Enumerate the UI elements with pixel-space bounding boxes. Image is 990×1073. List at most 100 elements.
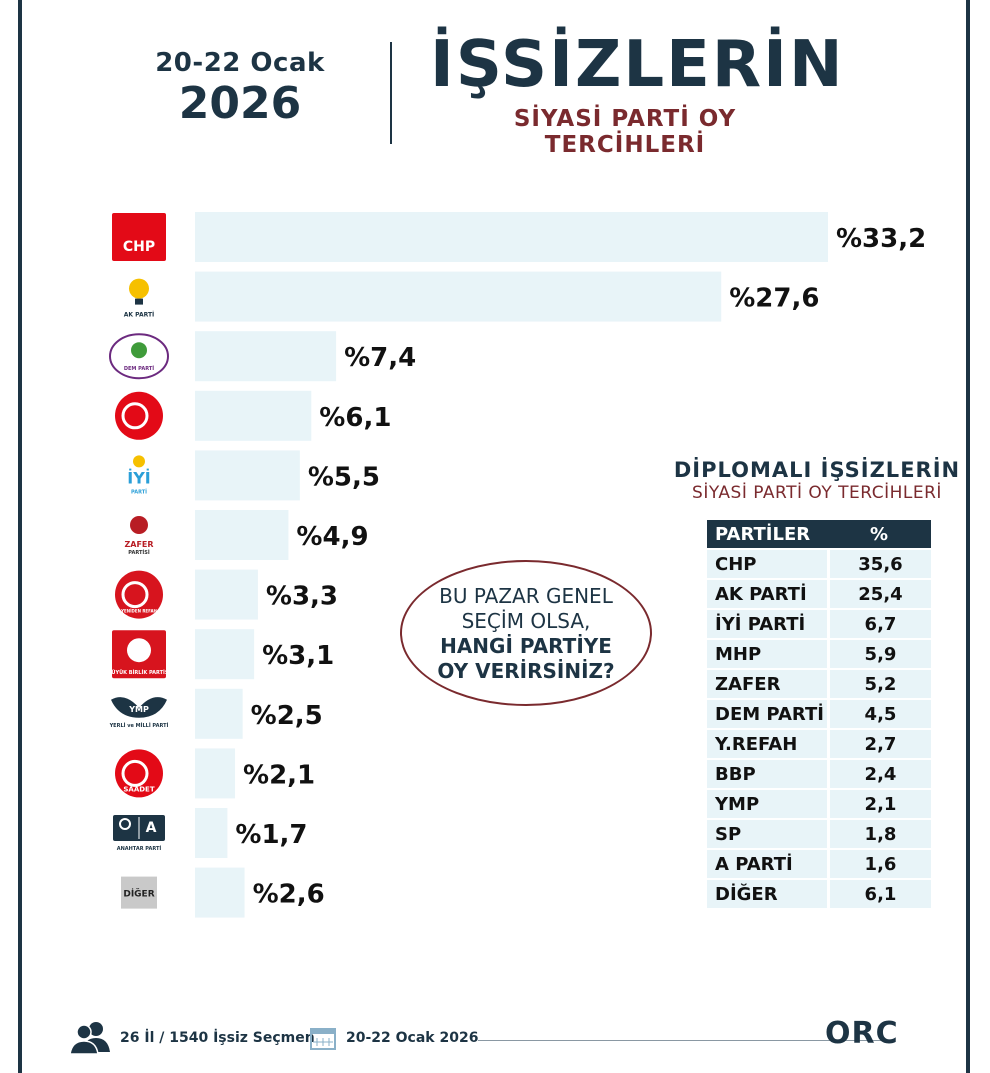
header-date-range: 20-22 Ocak [155, 48, 325, 78]
bar-value-label: %4,9 [296, 522, 368, 552]
table-row: ZAFER 5,2 [707, 670, 931, 698]
footer-sample: 26 İl / 1540 İşsiz Seçmen [120, 1030, 315, 1046]
svg-text:ZAFER: ZAFER [124, 540, 153, 549]
footer-line [478, 1040, 888, 1041]
svg-text:DEM PARTİ: DEM PARTİ [124, 365, 154, 372]
table-cell-value: 5,9 [827, 640, 931, 668]
bar-5 [195, 510, 289, 560]
table-cell-party: A PARTİ [707, 850, 827, 878]
svg-text:İYİ: İYİ [127, 468, 151, 487]
svg-text:PARTİSİ: PARTİSİ [128, 549, 150, 556]
header-date: 20-22 Ocak 2026 [150, 48, 330, 130]
party-logo [115, 391, 163, 440]
callout-line-4: OY VERİRSİNİZ? [437, 659, 615, 683]
party-logo: YMP YERLİ ve MİLLİ PARTİ [109, 697, 169, 729]
svg-text:YERLİ ve MİLLİ PARTİ: YERLİ ve MİLLİ PARTİ [109, 722, 169, 729]
table-cell-party: CHP [707, 550, 827, 578]
side-title-main: DİPLOMALI İŞSİZLERİN [673, 458, 961, 482]
svg-text:YENİDEN REFAH: YENİDEN REFAH [120, 609, 157, 614]
table-cell-value: 1,6 [827, 850, 931, 878]
table-cell-value: 35,6 [827, 550, 931, 578]
svg-text:AK PARTİ: AK PARTİ [124, 312, 155, 319]
table-cell-value: 2,7 [827, 730, 931, 758]
table-cell-party: SP [707, 820, 827, 848]
table-row: CHP 35,6 [707, 550, 931, 578]
graduates-table: PARTİLER % CHP 35,6 AK PARTİ 25,4 İYİ PARTİ 6… [707, 518, 931, 910]
side-title-sub: SİYASİ PARTİ OY TERCİHLERİ [692, 483, 942, 503]
people-icon [70, 1022, 110, 1054]
bar-value-label: %27,6 [729, 284, 819, 314]
table-cell-party: ZAFER [707, 670, 827, 698]
svg-text:DİĞER: DİĞER [123, 888, 154, 900]
table-cell-party: YMP [707, 790, 827, 818]
bar-2 [195, 331, 337, 382]
bar-value-label: %1,7 [235, 820, 307, 850]
table-cell-value: 6,1 [827, 880, 931, 908]
svg-text:BÜYÜK BİRLİK PARTİSİ: BÜYÜK BİRLİK PARTİSİ [108, 669, 171, 676]
table-cell-value: 4,5 [827, 700, 931, 728]
bar-value-label: %2,6 [253, 880, 325, 910]
table-row: YMP 2,1 [707, 790, 931, 818]
bar-1 [195, 271, 722, 322]
table-cell-party: Y.REFAH [707, 730, 827, 758]
side-table-title: DİPLOMALI İŞSİZLERİN SİYASİ PARTİ OY TER… [672, 458, 962, 503]
header-year: 2026 [178, 78, 302, 129]
table-row: Y.REFAH 2,7 [707, 730, 931, 758]
calendar-icon [310, 1028, 336, 1050]
frame-right-border [966, 0, 970, 1073]
table-row: İYİ PARTİ 6,7 [707, 610, 931, 638]
party-logo: A ANAHTAR PARTİ [113, 815, 165, 852]
callout-line-3: HANGİ PARTİYE [440, 634, 612, 658]
bar-10 [195, 808, 228, 858]
question-callout: BU PAZAR GENEL SEÇİM OLSA, HANGİ PARTİYE… [400, 560, 652, 706]
table-cell-party: DİĞER [707, 880, 827, 908]
bar-value-label: %6,1 [319, 403, 391, 433]
table-cell-value: 2,1 [827, 790, 931, 818]
page-subtitle: SİYASİ PARTİ OY TERCİHLERİ [513, 106, 737, 158]
table-cell-party: MHP [707, 640, 827, 668]
table-row: DEM PARTİ 4,5 [707, 700, 931, 728]
party-logo: BÜYÜK BİRLİK PARTİSİ [108, 630, 171, 679]
callout-line-2: SEÇİM OLSA, [461, 609, 591, 633]
table-cell-party: İYİ PARTİ [707, 610, 827, 638]
party-logo: DİĞER [121, 876, 157, 909]
bar-9 [195, 748, 236, 799]
bar-3 [195, 390, 312, 441]
table-row: BBP 2,4 [707, 760, 931, 788]
table-cell-party: DEM PARTİ [707, 700, 827, 728]
table-cell-party: BBP [707, 760, 827, 788]
header-title-block: İŞSİZLERİN SİYASİ PARTİ OY TERCİHLERİ [430, 24, 843, 158]
bar-4 [195, 450, 300, 501]
svg-text:PARTİ: PARTİ [131, 488, 147, 495]
bar-value-label: %7,4 [344, 343, 416, 373]
svg-text:CHP: CHP [123, 239, 155, 255]
table-row: MHP 5,9 [707, 640, 931, 668]
svg-text:SAADET: SAADET [123, 785, 154, 793]
table-cell-value: 25,4 [827, 580, 931, 608]
bar-value-label: %33,2 [836, 224, 926, 254]
table-cell-value: 5,2 [827, 670, 931, 698]
table-row: SP 1,8 [707, 820, 931, 848]
table-row: DİĞER 6,1 [707, 880, 931, 908]
bar-11 [195, 867, 245, 918]
orc-logo: ORC [825, 1016, 899, 1051]
party-logo: YENİDEN REFAH [115, 570, 163, 619]
bar-value-label: %2,5 [251, 701, 323, 731]
table-header-party: PARTİLER [707, 520, 827, 548]
table-row: AK PARTİ 25,4 [707, 580, 931, 608]
table-row: A PARTİ 1,6 [707, 850, 931, 878]
table-cell-value: 6,7 [827, 610, 931, 638]
svg-text:A: A [146, 820, 157, 836]
callout-line-1: BU PAZAR GENEL [439, 584, 613, 608]
bar-7 [195, 629, 255, 680]
table-cell-party: AK PARTİ [707, 580, 827, 608]
footer-date: 20-22 Ocak 2026 [346, 1030, 479, 1046]
table-body: CHP 35,6 AK PARTİ 25,4 İYİ PARTİ 6,7 MHP 5,9 ZAF… [707, 550, 931, 908]
bar-6 [195, 569, 258, 620]
svg-text:YMP: YMP [128, 705, 149, 714]
footer: 26 İl / 1540 İşsiz Seçmen 20-22 Ocak 202… [70, 1016, 940, 1058]
table-header-pct: % [827, 520, 931, 548]
bar-value-label: %5,5 [308, 462, 380, 492]
